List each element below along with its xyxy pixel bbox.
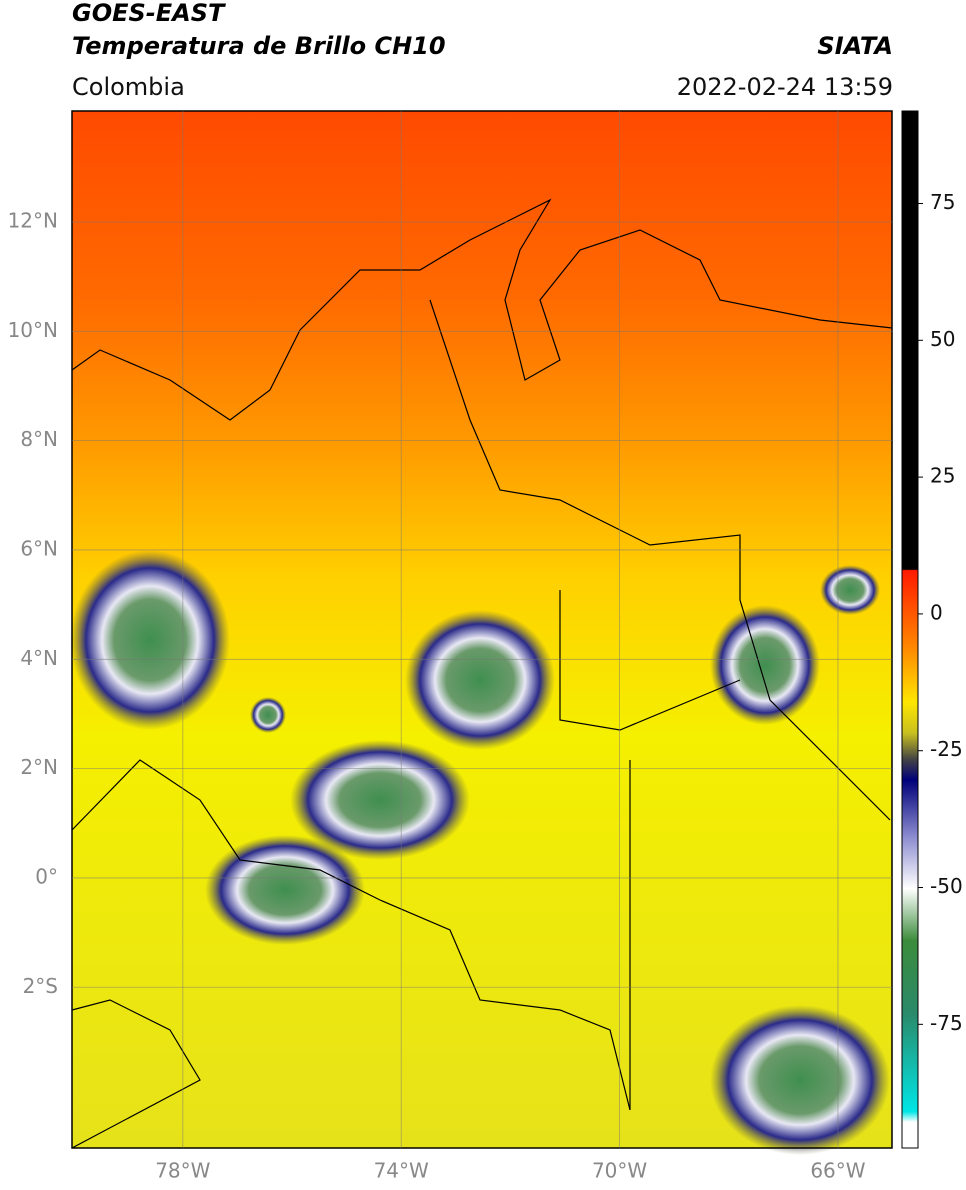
title: GOES-EAST <box>72 0 226 27</box>
y-tick-label: 4°N <box>20 646 58 670</box>
borders <box>71 198 893 1149</box>
y-tick-label: 2°N <box>20 755 58 779</box>
map <box>70 111 893 1155</box>
y-tick-label: 6°N <box>20 536 58 560</box>
source: SIATA <box>817 32 893 60</box>
datetime: 2022-02-24 13:59 <box>677 73 893 101</box>
x-tick-label: 74°W <box>374 1159 429 1183</box>
map-frame <box>71 110 893 1149</box>
subtitle: Temperatura de Brillo CH10 <box>72 32 446 60</box>
y-tick-label: 8°N <box>20 427 58 451</box>
colorbar-tick-label: -25 <box>930 737 963 761</box>
y-tick-label: 2°S <box>23 974 58 998</box>
colorbar-tick-label: -50 <box>930 874 963 898</box>
x-tick-label: 70°W <box>592 1159 647 1183</box>
colorbar-tick-label: 25 <box>930 464 955 488</box>
colorbar-tick-label: 0 <box>930 600 943 624</box>
y-tick-label: 10°N <box>8 318 58 342</box>
colorbar-tick-label: 50 <box>930 327 955 351</box>
ticks: 12°N 10°N 8°N 6°N 4°N 2°N 0° 2°S 78°W 74°W 70°W 66°… <box>8 111 963 1183</box>
y-tick-label: 12°N <box>8 208 58 232</box>
x-tick-label: 66°W <box>810 1159 865 1183</box>
region: Colombia <box>72 73 185 101</box>
colorbar-tick-label: 75 <box>930 190 955 214</box>
colorbar-tick-label: -75 <box>930 1011 963 1035</box>
y-tick-label: 0° <box>35 864 58 888</box>
colorbar <box>901 110 919 1149</box>
x-tick-label: 78°W <box>155 1159 210 1183</box>
cloud-tops <box>70 550 890 1155</box>
